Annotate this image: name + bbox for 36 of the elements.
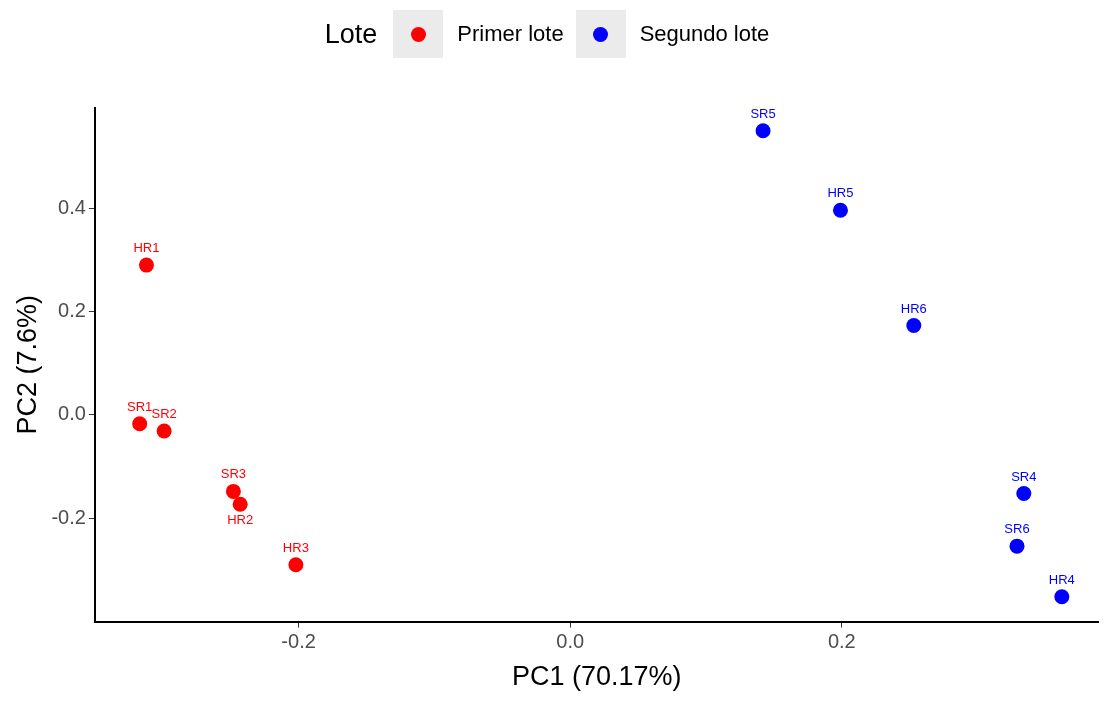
point: [156, 423, 172, 439]
point: [906, 318, 922, 334]
legend-title: Lote: [324, 18, 378, 50]
point: [138, 257, 154, 273]
legend-label: Primer lote: [457, 21, 564, 47]
annotation: SR3: [220, 466, 247, 482]
annotation: SR5: [750, 105, 776, 121]
annotation: SR1: [127, 398, 153, 414]
point: [832, 202, 848, 218]
y-tick-label: -0.2: [51, 505, 86, 528]
point: [225, 483, 241, 499]
x-axis-title: PC1 (70.17%): [511, 661, 682, 692]
legend-label: Segundo lote: [639, 21, 770, 47]
y-tick-label: 0.4: [58, 195, 86, 218]
annotation: HR2: [227, 512, 254, 528]
point: [132, 416, 148, 432]
annotation: HR3: [282, 539, 309, 555]
annotation: SR2: [151, 406, 177, 422]
x-tick-label: 0.0: [556, 630, 585, 653]
point: [1016, 485, 1032, 501]
point: [1054, 589, 1070, 605]
x-tick-label: -0.2: [281, 630, 316, 653]
y-axis-title: PC2 (7.6%): [11, 295, 42, 435]
annotation: HR1: [133, 240, 160, 256]
annotation: HR6: [900, 300, 927, 316]
point: [755, 123, 771, 139]
annotation: SR6: [1004, 521, 1030, 537]
point: [1009, 538, 1025, 554]
point: [288, 557, 304, 573]
y-tick-label: 0.0: [58, 402, 86, 425]
x-tick-label: 0.2: [827, 630, 856, 653]
annotation: HR4: [1048, 571, 1075, 587]
point: [232, 496, 248, 512]
y-tick-label: 0.2: [58, 299, 86, 322]
annotation: SR4: [1011, 468, 1037, 484]
annotation: HR5: [827, 185, 854, 201]
